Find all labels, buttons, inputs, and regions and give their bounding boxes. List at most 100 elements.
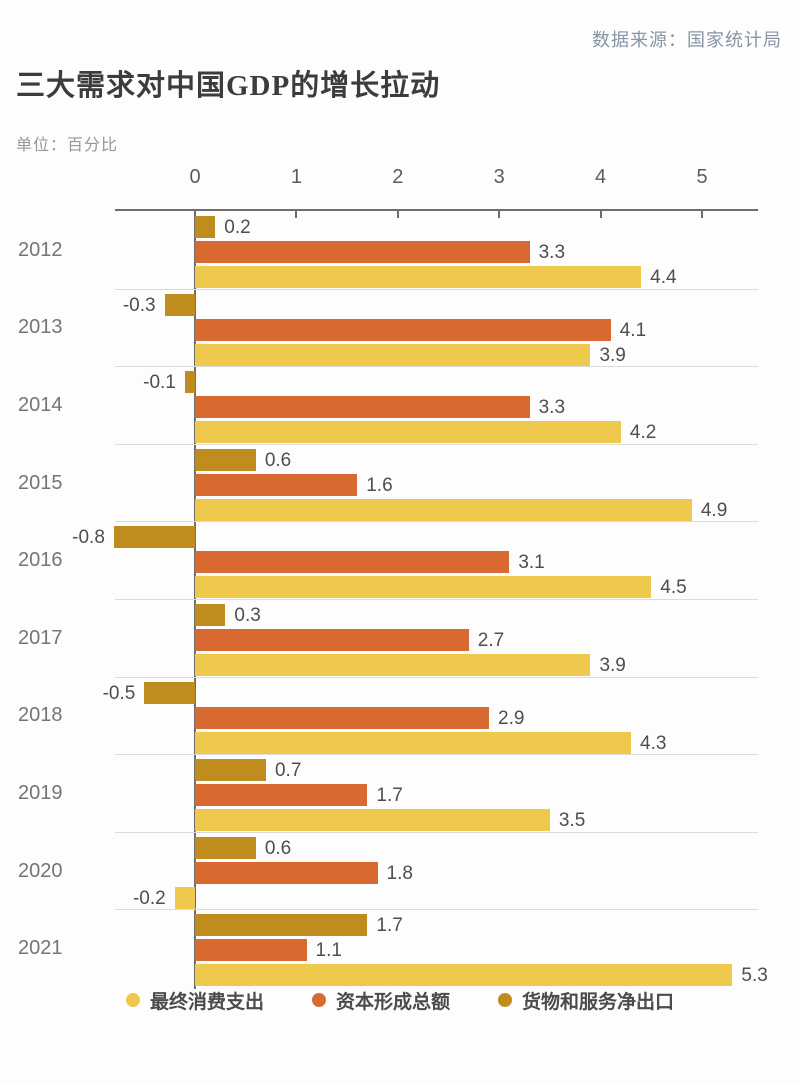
- bar-final-consumption: [195, 498, 692, 521]
- year-label: 2020: [18, 859, 63, 882]
- bar-capital-formation: [195, 318, 611, 341]
- axis-tick-label: 0: [189, 166, 201, 188]
- bar-value-label: 4.1: [619, 319, 647, 341]
- bar-value-label: 2.9: [498, 707, 525, 729]
- bar-capital-formation: [195, 939, 307, 962]
- bar-value-label: 1.8: [386, 862, 413, 884]
- bar-value-label: 3.5: [558, 810, 586, 832]
- year-label: 2019: [18, 781, 63, 804]
- bar-value-label: 2.7: [477, 630, 505, 651]
- legend-item-capital-formation: 资本形成总额: [311, 987, 450, 1014]
- year-row: 2017 0.3 2.7 3.9: [18, 600, 758, 678]
- year-label: 2018: [18, 704, 63, 727]
- bar-final-consumption: [195, 266, 642, 288]
- year-row: 2016 -0.8 3.1 4.5: [18, 522, 758, 600]
- bar-net-exports: [195, 836, 256, 859]
- year-label: 2014: [18, 393, 63, 416]
- legend-item-final-consumption: 最终消费支出: [125, 987, 264, 1014]
- bar-value-label: 0.6: [264, 837, 292, 859]
- year-row: 2020 0.6 1.8 -0.2: [18, 833, 758, 911]
- bar-net-exports: [184, 371, 195, 394]
- bar-net-exports: [195, 604, 226, 626]
- bar-value-label: 3.3: [538, 397, 566, 419]
- bar-value-label: -0.2: [132, 887, 166, 909]
- bar-value-label: 0.7: [274, 760, 302, 782]
- bar-capital-formation: [195, 706, 490, 729]
- chart-title: 三大需求对中国GDP的增长拉动: [16, 70, 441, 102]
- final-consumption-legend-dot-icon: [125, 993, 140, 1007]
- data-source-label: 数据来源：国家统计局: [592, 30, 782, 50]
- axis-tick-mark: [396, 209, 399, 218]
- year-row: 2018 -0.5 2.9 4.3: [18, 678, 758, 756]
- bar-value-label: 0.6: [264, 449, 292, 471]
- bar-value-label: 1.7: [376, 785, 403, 807]
- bar-net-exports: [164, 293, 195, 316]
- year-row: 2013 -0.3 4.1 3.9: [18, 290, 758, 368]
- bar-capital-formation: [195, 241, 530, 263]
- bar-value-label: -0.3: [122, 294, 156, 316]
- bar-net-exports: [195, 448, 256, 471]
- bar-value-label: 4.2: [629, 422, 657, 444]
- axis-tick-mark: [498, 209, 501, 218]
- bar-capital-formation: [195, 551, 510, 574]
- bar-value-label: 5.3: [741, 965, 768, 987]
- axis-tick-label: 3: [493, 166, 505, 188]
- bar-value-label: 0.3: [234, 605, 261, 626]
- bar-capital-formation: [195, 473, 358, 496]
- bar-value-label: 1.6: [366, 474, 393, 496]
- bar-value-label: 4.4: [650, 267, 677, 288]
- bar-value-label: 0.2: [224, 217, 251, 238]
- axis-tick-mark: [701, 209, 703, 218]
- bar-value-label: 4.3: [640, 732, 667, 754]
- year-label: 2016: [18, 549, 63, 572]
- year-row: 2014 -0.1 3.3 4.2: [18, 367, 758, 445]
- bar-value-label: -0.5: [102, 682, 136, 704]
- axis-tick-label: 4: [595, 166, 607, 188]
- year-row: 2019 0.7 1.7 3.5: [18, 755, 758, 833]
- year-label: 2021: [18, 937, 63, 960]
- capital-formation-legend-dot-icon: [311, 993, 326, 1007]
- bar-value-label: -0.8: [72, 527, 105, 549]
- year-row: 2015 0.6 1.6 4.9: [18, 445, 758, 523]
- bar-net-exports: [195, 759, 266, 782]
- bar-net-exports: [195, 216, 216, 238]
- legend-label: 资本形成总额: [335, 991, 450, 1013]
- net-exports-legend-dot-icon: [498, 993, 512, 1007]
- bar-final-consumption: [195, 654, 591, 676]
- bar-net-exports: [144, 681, 195, 704]
- bar-value-label: 1.1: [315, 940, 342, 962]
- axis-tick-label: 2: [392, 166, 404, 188]
- bar-value-label: 3.1: [518, 552, 545, 574]
- legend-item-net-exports: 货物和服务净出口: [498, 987, 674, 1014]
- axis-tick-mark: [295, 209, 298, 218]
- bar-capital-formation: [195, 396, 530, 419]
- bar-value-label: 3.9: [599, 344, 626, 366]
- year-label: 2017: [18, 626, 63, 649]
- axis-tick-mark: [194, 209, 196, 218]
- bar-final-consumption: [174, 886, 195, 909]
- legend-label: 货物和服务净出口: [522, 991, 675, 1013]
- axis-tick-label: 1: [290, 166, 302, 188]
- bar-value-label: 4.9: [700, 499, 728, 521]
- bar-net-exports: [195, 914, 368, 937]
- bar-final-consumption: [195, 421, 621, 444]
- year-label: 2012: [18, 238, 63, 261]
- bar-final-consumption: [195, 809, 550, 832]
- axis-tick-mark: [599, 209, 602, 218]
- bar-final-consumption: [195, 576, 652, 599]
- unit-label: 单位：百分比: [16, 137, 119, 154]
- bar-net-exports: [113, 526, 195, 549]
- legend-label: 最终消费支出: [149, 991, 264, 1013]
- bar-final-consumption: [195, 731, 632, 754]
- bar-value-label: 3.9: [599, 655, 626, 676]
- bar-capital-formation: [195, 629, 469, 651]
- axis-tick-label: 5: [696, 166, 708, 188]
- bar-final-consumption: [195, 964, 733, 987]
- bar-value-label: 3.3: [538, 242, 566, 263]
- year-label: 2015: [18, 471, 63, 494]
- bar-value-label: 4.5: [660, 577, 687, 599]
- bar-value-label: -0.1: [143, 372, 176, 394]
- bar-value-label: 1.7: [376, 915, 403, 937]
- bar-capital-formation: [195, 861, 378, 884]
